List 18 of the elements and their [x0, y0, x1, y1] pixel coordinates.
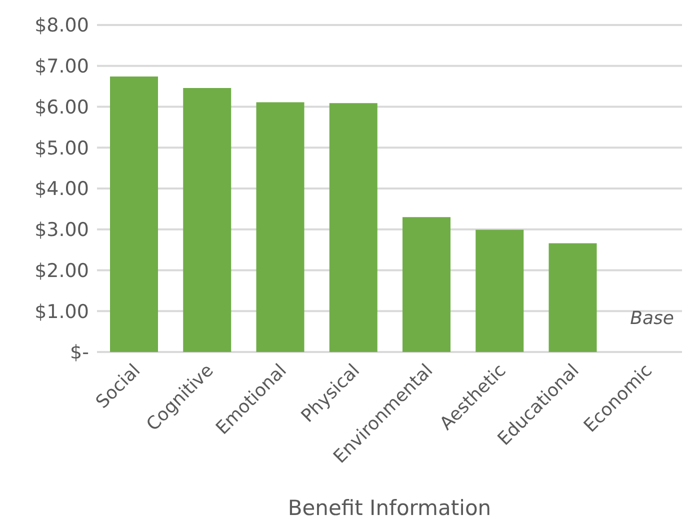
bar [329, 103, 378, 352]
y-tick-label: $7.00 [34, 56, 89, 78]
y-tick-label: $- [70, 342, 89, 364]
bar [476, 230, 524, 352]
y-tick-label: $6.00 [34, 96, 89, 118]
y-tick-label: $4.00 [34, 178, 89, 200]
y-tick-label: $8.00 [34, 14, 89, 37]
y-tick-label: $2.00 [34, 260, 89, 282]
y-tick-label: $3.00 [34, 219, 89, 242]
y-tick-label: $1.00 [34, 300, 89, 323]
annotation: Base [630, 308, 674, 329]
bar [402, 217, 450, 352]
y-tick-label: $5.00 [34, 137, 89, 160]
bar [183, 88, 232, 352]
bar [548, 243, 597, 352]
bar [110, 76, 158, 352]
x-axis-title: Benefit Information [288, 496, 492, 520]
bar [256, 102, 304, 352]
